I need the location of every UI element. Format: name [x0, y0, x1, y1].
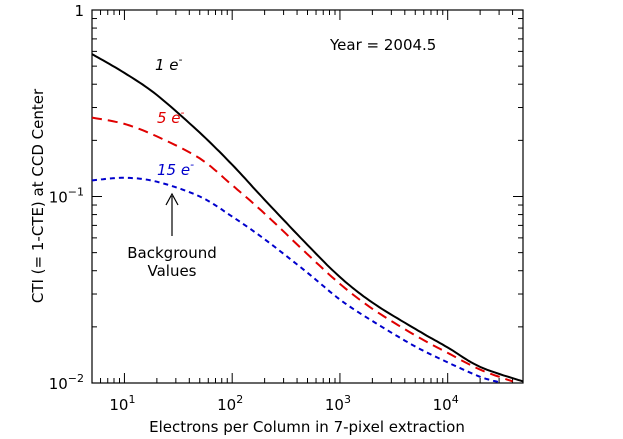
background-arrow-head	[165, 192, 179, 206]
background-annotation-line2: Values	[147, 262, 196, 280]
x-axis-title: Electrons per Column in 7-pixel extracti…	[149, 418, 465, 436]
y-tick-label: 10−2	[49, 372, 84, 393]
y-tick-label: 1	[74, 2, 84, 20]
series-line-1-e-	[91, 53, 524, 383]
x-tick-label: 103	[325, 393, 351, 414]
series-lines	[91, 53, 524, 384]
y-axis-title: CTI (= 1-CTE) at CCD Center	[29, 88, 47, 303]
year-annotation: Year = 2004.5	[329, 36, 436, 54]
x-tick-label: 104	[433, 393, 459, 414]
series-line-15-e-	[91, 176, 500, 384]
y-axis-ticks: 1 10−1 10−2	[49, 2, 523, 393]
x-tick-label: 101	[109, 393, 135, 414]
background-annotation-line1: Background	[127, 244, 217, 262]
series-label-5e: 5 e-	[157, 106, 185, 127]
series-label-15e: 15 e-	[157, 158, 194, 179]
series-label-1e: 1 e-	[155, 53, 183, 74]
x-tick-label: 102	[217, 393, 243, 414]
x-axis-ticks: 101 102 103 104	[91, 10, 524, 414]
series-line-5-e-	[91, 116, 513, 383]
y-tick-label: 10−1	[49, 186, 84, 207]
